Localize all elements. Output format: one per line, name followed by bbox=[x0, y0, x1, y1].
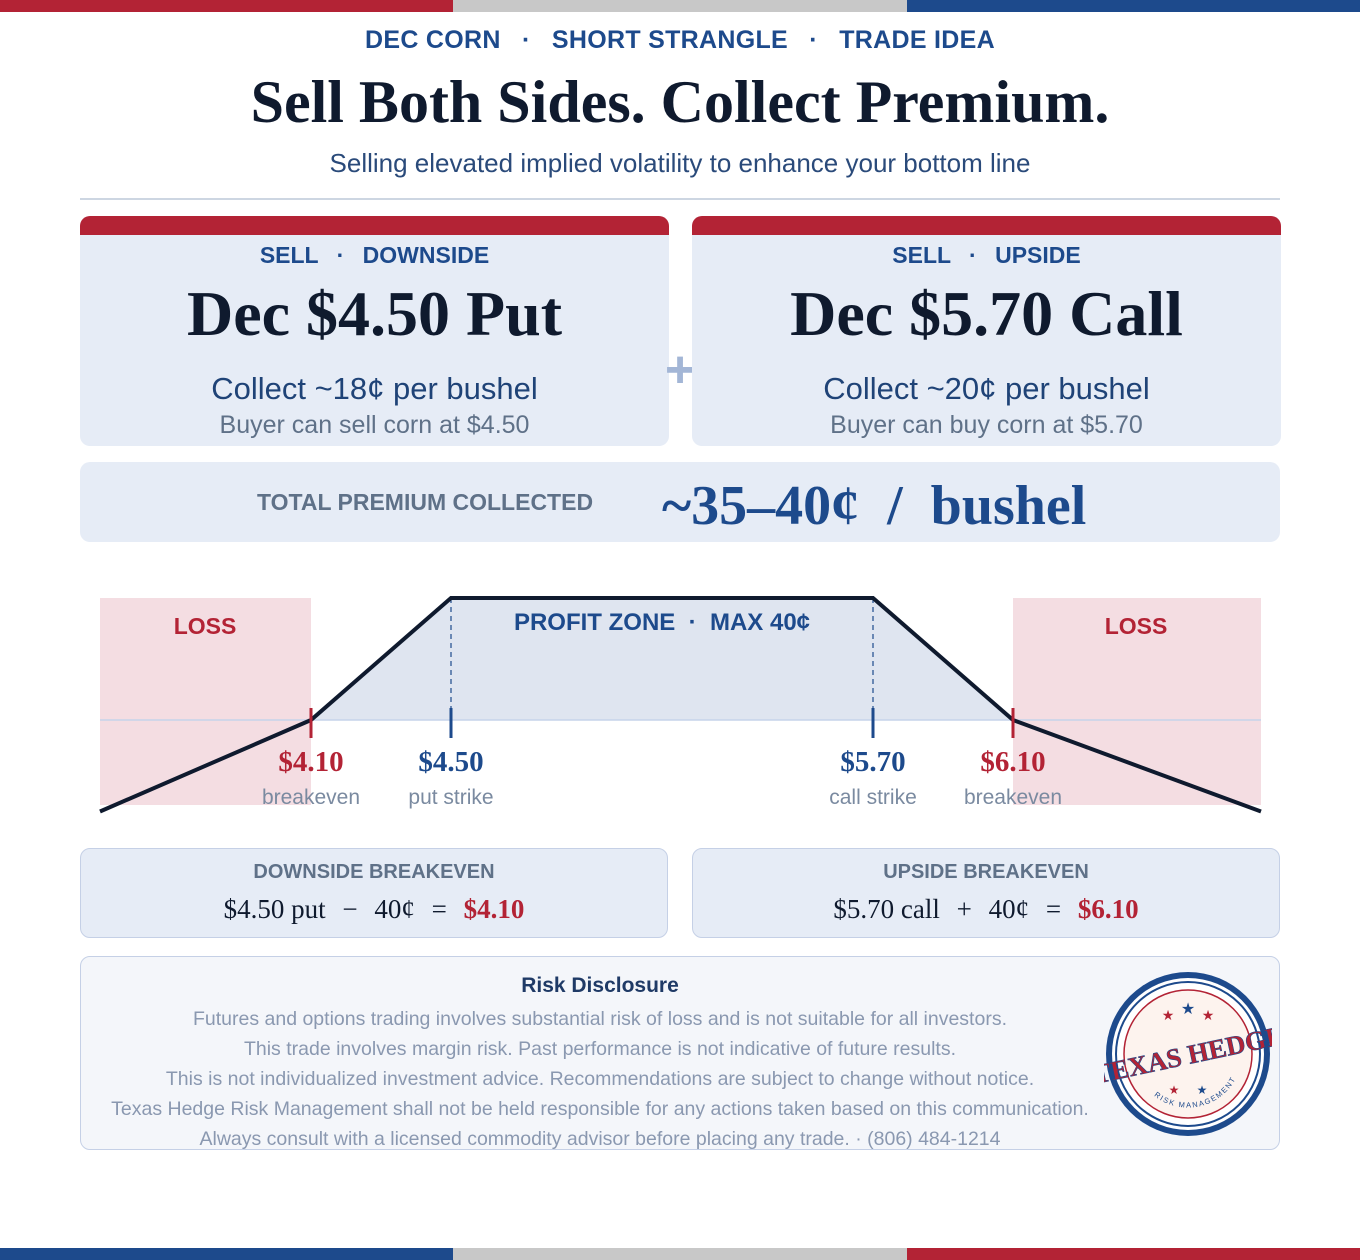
breakeven-lhs: $4.50 put bbox=[223, 894, 326, 924]
leg-kicker: SELL · UPSIDE bbox=[692, 242, 1281, 269]
breakeven-operator: + bbox=[956, 894, 972, 924]
leg-separator: · bbox=[969, 242, 977, 268]
risk-line: Always consult with a licensed commodity… bbox=[199, 1128, 1001, 1150]
top-bar-red bbox=[0, 0, 454, 12]
page-subtitle: Selling elevated implied volatility to e… bbox=[329, 148, 1031, 178]
risk-disclosure-title: Risk Disclosure bbox=[521, 974, 679, 997]
card-accent-stripe bbox=[692, 216, 1281, 235]
leg-action: SELL bbox=[892, 242, 951, 268]
star-icon: ★ bbox=[1197, 1083, 1208, 1097]
loss-zone-right bbox=[1013, 598, 1261, 805]
put-leg-card: SELL · DOWNSIDE Dec $4.50 Put Collect ~1… bbox=[80, 216, 669, 446]
marker-caption: breakeven bbox=[262, 786, 360, 809]
top-bar-navy bbox=[906, 0, 1360, 12]
leg-note: Buyer can sell corn at $4.50 bbox=[219, 411, 530, 439]
header-divider bbox=[80, 198, 1280, 200]
leg-separator: · bbox=[336, 242, 345, 268]
risk-disclosure-text: Futures and options trading involves sub… bbox=[0, 1004, 1200, 1154]
upside-breakeven-card: UPSIDE BREAKEVEN $5.70 call + 40¢ = $6.1… bbox=[692, 848, 1280, 938]
total-premium-label: TOTAL PREMIUM COLLECTED bbox=[257, 489, 594, 515]
risk-line: Futures and options trading involves sub… bbox=[192, 1008, 1007, 1030]
leg-title: Dec $5.70 Call bbox=[790, 278, 1183, 349]
leg-premium: Collect ~18¢ per bushel bbox=[211, 371, 538, 406]
breakeven-premium: 40¢ bbox=[374, 894, 415, 924]
loss-label-left: LOSS bbox=[174, 613, 237, 639]
leg-premium: Collect ~20¢ per bushel bbox=[823, 371, 1150, 406]
call-leg-card: SELL · UPSIDE Dec $5.70 Call Collect ~20… bbox=[692, 216, 1281, 446]
risk-line: Texas Hedge Risk Management shall not be… bbox=[111, 1098, 1089, 1120]
plus-icon: + bbox=[664, 341, 696, 399]
risk-line: This is not individualized investment ad… bbox=[165, 1068, 1035, 1090]
breakeven-equals: = bbox=[431, 894, 447, 924]
breakeven-result: $6.10 bbox=[1077, 894, 1139, 924]
marker-price-label: $5.70 bbox=[840, 746, 905, 778]
marker-price-label: $4.50 bbox=[418, 746, 483, 778]
kicker-separator: · bbox=[522, 26, 531, 54]
total-premium-value: ~35–40¢ / bushel bbox=[662, 475, 1087, 537]
breakeven-premium: 40¢ bbox=[988, 894, 1030, 924]
breakeven-label: DOWNSIDE BREAKEVEN bbox=[253, 861, 495, 883]
risk-line: This trade involves margin risk. Past pe… bbox=[243, 1038, 957, 1060]
texas-hedge-logo: ★ ★ ★ TEXAS HEDGE RISK MANAGEMENT ★ ★ bbox=[1104, 972, 1272, 1136]
bottom-bar-gray bbox=[453, 1248, 907, 1260]
kicker-item: SHORT STRANGLE bbox=[551, 26, 789, 54]
breakeven-result: $4.10 bbox=[463, 894, 525, 924]
leg-note: Buyer can buy corn at $5.70 bbox=[830, 411, 1143, 439]
bottom-bar-navy bbox=[0, 1248, 454, 1260]
breakeven-equation: $5.70 call + 40¢ = $6.10 bbox=[693, 894, 1279, 925]
marker-caption: put strike bbox=[408, 786, 493, 809]
star-icon: ★ bbox=[1162, 1007, 1175, 1023]
bottom-bar-red bbox=[906, 1248, 1360, 1260]
breakeven-operator: − bbox=[342, 894, 358, 924]
breakeven-equals: = bbox=[1045, 894, 1062, 924]
header-kicker: DEC CORN · SHORT STRANGLE · TRADE IDEA bbox=[0, 26, 1360, 55]
star-icon: ★ bbox=[1169, 1083, 1180, 1097]
leg-side: UPSIDE bbox=[995, 242, 1081, 268]
total-premium-card: TOTAL PREMIUM COLLECTED ~35–40¢ / bushel bbox=[80, 462, 1280, 542]
star-icon: ★ bbox=[1181, 1001, 1195, 1018]
star-icon: ★ bbox=[1202, 1007, 1215, 1023]
bottom-color-bar bbox=[0, 1248, 1360, 1260]
marker-price-label: $4.10 bbox=[278, 746, 343, 778]
leg-action: SELL bbox=[259, 242, 319, 268]
downside-breakeven-card: DOWNSIDE BREAKEVEN $4.50 put − 40¢ = $4.… bbox=[80, 848, 668, 938]
card-accent-stripe bbox=[80, 216, 669, 235]
payoff-diagram: $4.10 breakeven $4.50 put strike $5.70 call s… bbox=[99, 596, 1262, 814]
loss-zone-left bbox=[100, 598, 311, 805]
kicker-separator: · bbox=[809, 26, 818, 54]
leg-title: Dec $4.50 Put bbox=[186, 278, 563, 349]
kicker-item: DEC CORN bbox=[365, 26, 501, 54]
profit-zone-fill bbox=[311, 598, 1013, 720]
breakeven-lhs: $5.70 call bbox=[833, 894, 940, 924]
kicker-item: TRADE IDEA bbox=[839, 26, 995, 54]
price-markers: $4.10 breakeven $4.50 put strike $5.70 call s… bbox=[262, 708, 1062, 809]
profit-zone-label: PROFIT ZONE · MAX 40¢ bbox=[514, 609, 810, 636]
leg-kicker: SELL · DOWNSIDE bbox=[80, 242, 669, 269]
top-bar-gray bbox=[453, 0, 907, 12]
leg-side: DOWNSIDE bbox=[362, 242, 490, 268]
marker-price-label: $6.10 bbox=[980, 746, 1045, 778]
breakeven-label: UPSIDE BREAKEVEN bbox=[883, 861, 1089, 883]
marker-caption: call strike bbox=[829, 786, 917, 809]
marker-caption: breakeven bbox=[964, 786, 1062, 809]
breakeven-equation: $4.50 put − 40¢ = $4.10 bbox=[81, 894, 667, 925]
payoff-curve bbox=[99, 596, 1262, 814]
risk-disclosure-card bbox=[80, 956, 1280, 1150]
top-color-bar bbox=[0, 0, 1360, 12]
loss-label-right: LOSS bbox=[1105, 613, 1168, 639]
page-title: Sell Both Sides. Collect Premium. bbox=[250, 69, 1110, 135]
